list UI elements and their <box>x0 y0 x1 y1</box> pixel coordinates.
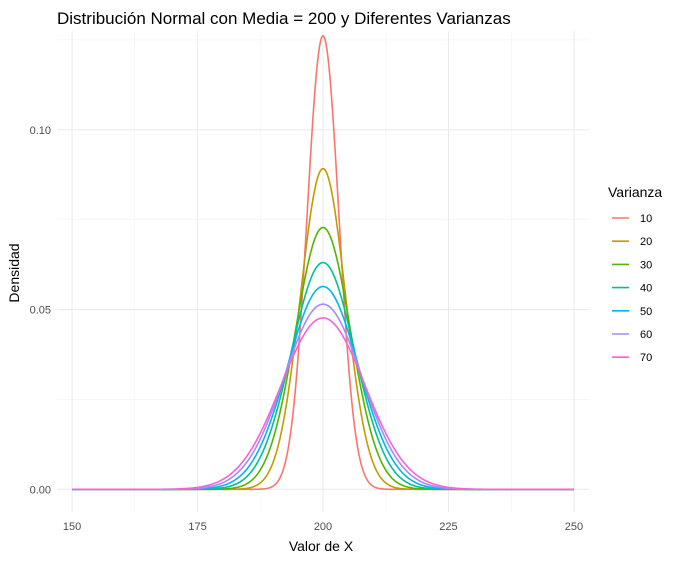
legend-label-60: 60 <box>640 329 652 341</box>
grid-layer <box>57 31 589 512</box>
y-tick-label: 0.10 <box>30 125 51 137</box>
legend-items: 10 20 30 40 50 60 70 <box>612 213 652 364</box>
legend: Varianza 10 20 30 40 50 60 70 <box>608 184 662 364</box>
x-tick-label: 200 <box>314 521 332 533</box>
y-tick-label: 0.00 <box>30 484 51 496</box>
x-tick-label: 150 <box>63 521 81 533</box>
legend-label-70: 70 <box>640 352 652 364</box>
series-layer <box>72 34 574 491</box>
legend-label-10: 10 <box>640 213 652 225</box>
legend-label-50: 50 <box>640 306 652 318</box>
legend-title: Varianza <box>608 184 662 200</box>
y-axis-label: Densidad <box>6 243 22 302</box>
x-tick-label: 250 <box>565 521 583 533</box>
legend-label-40: 40 <box>640 283 652 295</box>
y-tick-label: 0.05 <box>30 305 51 317</box>
series-line-70 <box>72 317 574 491</box>
tick-labels: 150 175 200 225 250 0.00 0.05 0.10 <box>30 125 584 533</box>
legend-label-20: 20 <box>640 236 652 248</box>
chart-title: Distribución Normal con Media = 200 y Di… <box>57 9 511 28</box>
legend-label-30: 30 <box>640 259 652 271</box>
x-tick-label: 225 <box>439 521 457 533</box>
x-axis-label: Valor de X <box>289 538 354 554</box>
x-tick-label: 175 <box>188 521 206 533</box>
